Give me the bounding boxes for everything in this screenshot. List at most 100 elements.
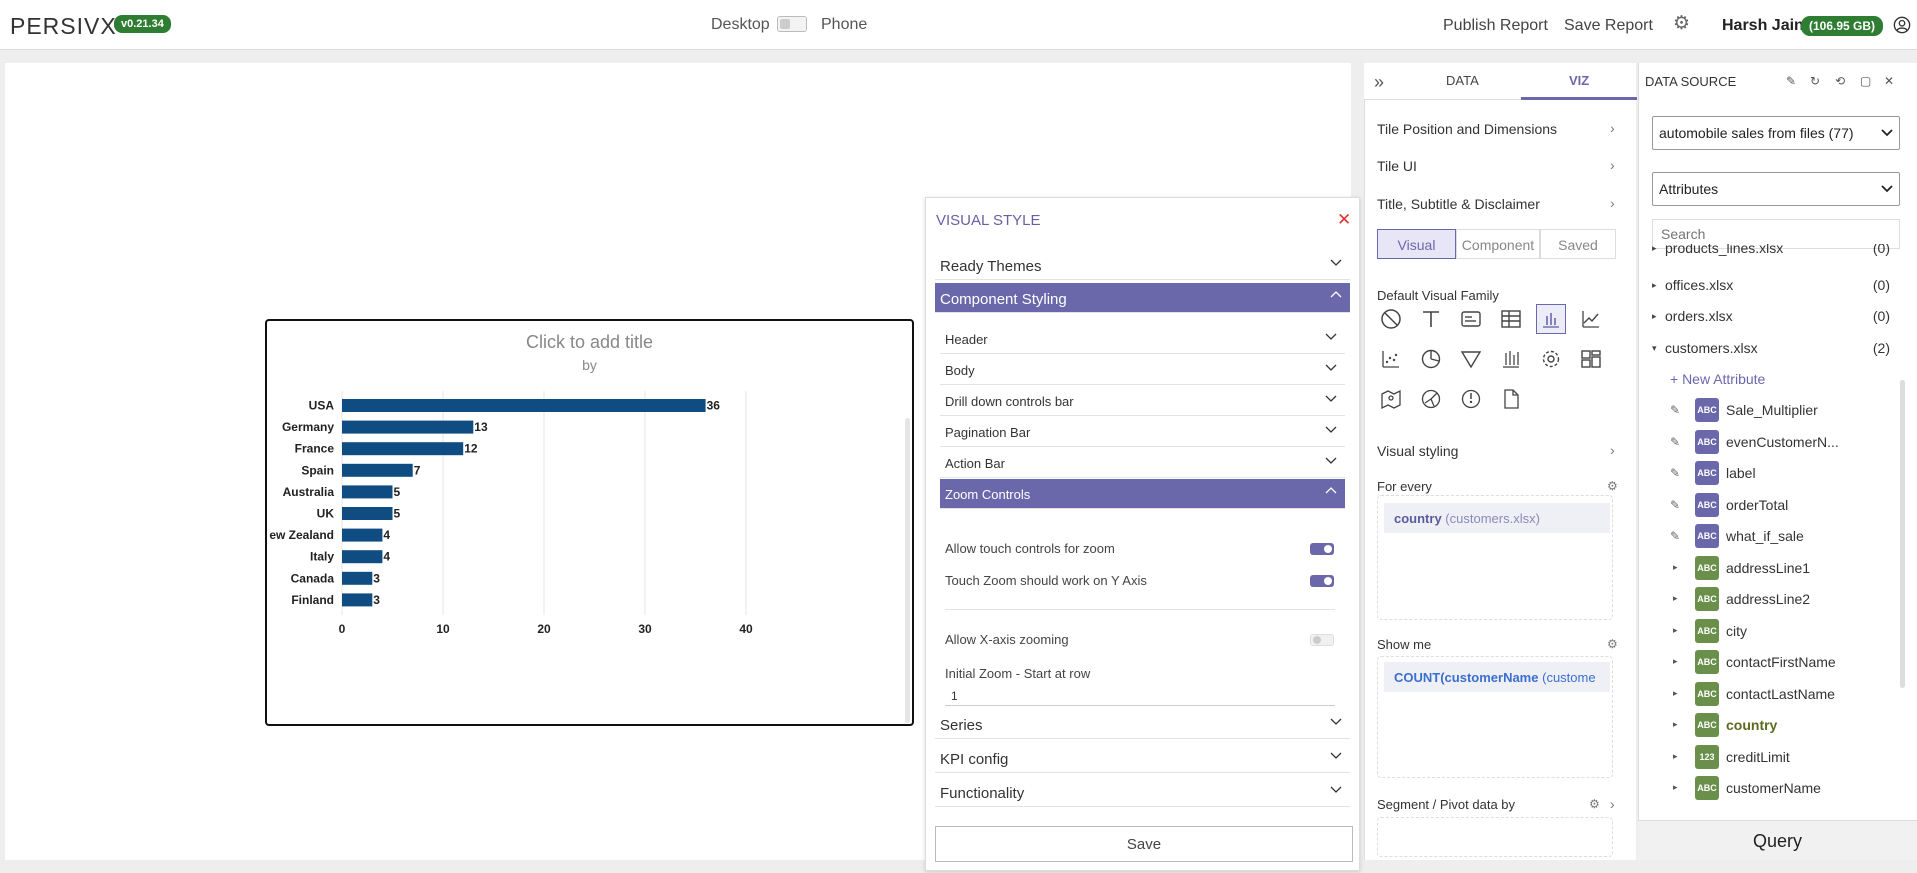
kpi-config-accordion[interactable]: KPI config: [935, 743, 1350, 773]
custom-settings-icon[interactable]: [1536, 344, 1566, 374]
funnel-icon[interactable]: [1456, 344, 1486, 374]
line-chart-icon[interactable]: [1576, 304, 1606, 334]
file-row[interactable]: ▸ offices.xlsx (0): [1652, 275, 1895, 297]
seg-saved[interactable]: Saved: [1540, 229, 1616, 259]
attribute-row[interactable]: ▸ ABC addressLine1: [1668, 555, 1898, 581]
desktop-label[interactable]: Desktop: [711, 16, 770, 33]
settings-icon[interactable]: ⚙: [1607, 637, 1618, 651]
chart-tile[interactable]: Click to add title by 0 10 20 30 40 USA 36 Germ…: [265, 319, 914, 726]
functionality-accordion[interactable]: Functionality: [935, 777, 1350, 807]
file-row[interactable]: ▸ products_lines.xlsx (0): [1652, 244, 1895, 258]
map-icon[interactable]: [1376, 384, 1406, 414]
expand-panel-icon[interactable]: »: [1374, 72, 1385, 92]
tile-title[interactable]: Click to add title: [525, 332, 654, 352]
attribute-row[interactable]: ✎ ABC Sale_Multiplier: [1668, 397, 1898, 423]
ready-themes-accordion[interactable]: Ready Themes: [935, 250, 1350, 280]
new-attribute-link[interactable]: + New Attribute: [1670, 371, 1766, 387]
caret-right-icon[interactable]: ▸: [1673, 782, 1678, 792]
attribute-row[interactable]: ✎ ABC orderTotal: [1668, 492, 1898, 518]
seg-component[interactable]: Component: [1456, 229, 1540, 259]
bar-chart-icon[interactable]: [1536, 304, 1566, 334]
caret-right-icon[interactable]: ▸: [1673, 750, 1678, 761]
edit-pencil-icon[interactable]: ✎: [1670, 529, 1681, 543]
refresh-icon[interactable]: ↻: [1810, 74, 1821, 88]
kpi-card-icon[interactable]: [1456, 304, 1486, 334]
for-every-dropzone[interactable]: [1377, 495, 1613, 620]
save-button[interactable]: Save: [935, 826, 1353, 862]
for-every-pill[interactable]: country (customers.xlsx): [1384, 503, 1610, 533]
device-toggle[interactable]: [777, 16, 807, 32]
bar-chart[interactable]: 0 10 20 30 40 USA 36 Germany 13 France 12 Spain 7 Aus…: [267, 321, 912, 724]
none-icon[interactable]: [1376, 304, 1406, 334]
file-row[interactable]: ▾ customers.xlsx (2): [1652, 338, 1895, 360]
close-icon[interactable]: ✕: [1337, 210, 1352, 229]
touch-zoom-toggle[interactable]: [1310, 543, 1334, 555]
settings-icon[interactable]: ⚙: [1607, 479, 1618, 493]
attribute-row[interactable]: ▸ ABC city: [1668, 618, 1898, 644]
title-subtitle-row[interactable]: Title, Subtitle & Disclaimer: [1377, 196, 1540, 212]
document-icon[interactable]: [1496, 384, 1526, 414]
tab-data[interactable]: DATA: [1446, 73, 1479, 88]
settings-icon[interactable]: ⚙: [1589, 797, 1600, 811]
sub-accordion-header[interactable]: Header: [940, 324, 1345, 354]
caret-right-icon[interactable]: ▸: [1673, 719, 1678, 729]
scatter-chart-icon[interactable]: [1376, 344, 1406, 374]
radar-icon[interactable]: [1416, 384, 1446, 414]
publish-report-button[interactable]: Publish Report: [1443, 17, 1548, 34]
edit-pencil-icon[interactable]: ✎: [1670, 403, 1681, 417]
attribute-row[interactable]: ▸ ABC contactLastName: [1668, 681, 1898, 707]
sub-accordion-drill-down[interactable]: Drill down controls bar: [940, 386, 1345, 416]
source-select[interactable]: automobile sales from files (77): [1652, 116, 1900, 150]
initial-zoom-input[interactable]: 1: [945, 684, 1335, 706]
tile-ui-row[interactable]: Tile UI: [1377, 158, 1417, 174]
tab-viz[interactable]: VIZ: [1569, 73, 1590, 88]
touch-zoom-y-toggle[interactable]: [1310, 575, 1334, 587]
canvas-scrollbar[interactable]: [905, 418, 910, 723]
sub-accordion-body[interactable]: Body: [940, 355, 1345, 385]
dashboard-grid-icon[interactable]: [1576, 344, 1606, 374]
tile-position-row[interactable]: Tile Position and Dimensions: [1377, 121, 1558, 137]
save-report-button[interactable]: Save Report: [1564, 17, 1653, 34]
caret-right-icon[interactable]: ▸: [1673, 593, 1678, 603]
visual-styling-row[interactable]: Visual styling: [1377, 443, 1459, 459]
table-icon[interactable]: [1496, 304, 1526, 334]
x-axis-zoom-toggle[interactable]: [1310, 634, 1334, 646]
attribute-row[interactable]: ▸ ABC customerName: [1668, 775, 1898, 801]
edit-icon[interactable]: ✎: [1786, 74, 1797, 88]
attributes-select[interactable]: Attributes: [1652, 172, 1900, 206]
attribute-row[interactable]: ▸ ABC country: [1668, 712, 1898, 738]
attribute-row[interactable]: ✎ ABC evenCustomerN...: [1668, 429, 1898, 455]
text-icon[interactable]: [1416, 304, 1446, 334]
user-name[interactable]: Harsh Jain: [1722, 17, 1804, 34]
sub-accordion-pagination[interactable]: Pagination Bar: [940, 417, 1345, 447]
attribute-row[interactable]: ✎ ABC what_if_sale: [1668, 523, 1898, 549]
attribute-row[interactable]: ✎ ABC label: [1668, 460, 1898, 486]
attribute-search-input[interactable]: [1652, 219, 1900, 249]
series-accordion[interactable]: Series: [935, 709, 1350, 739]
seg-visual[interactable]: Visual: [1377, 229, 1456, 259]
show-me-pill[interactable]: COUNT(customerName (custome: [1384, 662, 1610, 692]
caret-right-icon[interactable]: ▸: [1673, 561, 1678, 572]
edit-pencil-icon[interactable]: ✎: [1670, 497, 1681, 512]
pie-chart-icon[interactable]: [1416, 344, 1446, 374]
component-styling-accordion[interactable]: Component Styling: [935, 283, 1350, 313]
caret-right-icon[interactable]: ▸: [1673, 624, 1678, 635]
settings-gear-icon[interactable]: ⚙: [1673, 13, 1691, 34]
user-account-icon[interactable]: [1893, 16, 1911, 34]
attribute-row[interactable]: ▸ ABC contactFirstName: [1668, 649, 1898, 675]
attribute-row[interactable]: ▸ ABC addressLine2: [1668, 586, 1898, 612]
sub-accordion-zoom-controls[interactable]: Zoom Controls: [940, 479, 1345, 509]
segment-dropzone[interactable]: [1377, 817, 1613, 857]
attribute-row[interactable]: ▸ 123 creditLimit: [1668, 744, 1898, 770]
attribute-scrollbar[interactable]: [1900, 380, 1905, 688]
file-icon[interactable]: ▢: [1860, 74, 1872, 88]
caret-right-icon[interactable]: ▸: [1673, 656, 1678, 666]
sync-icon[interactable]: ⟲: [1835, 74, 1846, 88]
collapse-icon[interactable]: ✕: [1884, 74, 1895, 88]
query-button[interactable]: Query: [1638, 820, 1917, 860]
phone-label[interactable]: Phone: [821, 16, 868, 33]
show-me-dropzone[interactable]: [1377, 656, 1613, 778]
gauge-icon[interactable]: [1456, 384, 1486, 414]
edit-pencil-icon[interactable]: ✎: [1670, 466, 1681, 480]
sub-accordion-action-bar[interactable]: Action Bar: [940, 448, 1345, 478]
